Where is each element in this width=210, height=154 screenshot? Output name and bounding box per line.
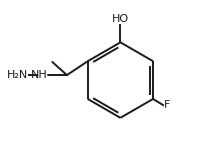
Text: H₂N: H₂N xyxy=(7,70,28,80)
Text: HO: HO xyxy=(112,14,129,24)
Text: F: F xyxy=(164,100,170,110)
Text: NH: NH xyxy=(31,70,48,80)
